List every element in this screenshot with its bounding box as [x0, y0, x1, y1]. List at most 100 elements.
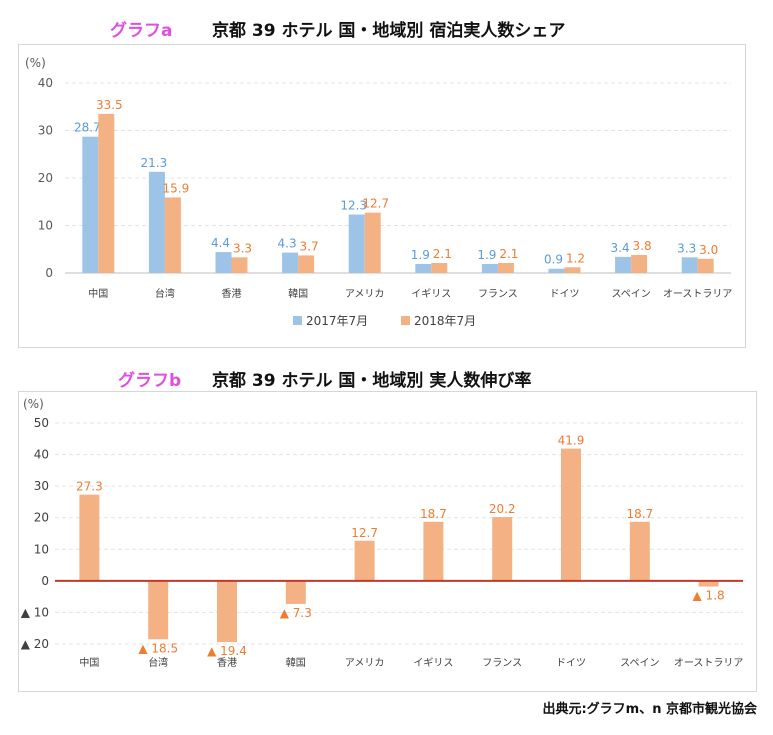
chart-a-y-tick-label: 10 [38, 219, 53, 233]
chart-b-data-label: ▲ 1.8 [693, 589, 725, 603]
chart-a-tag: グラフa [110, 21, 173, 41]
chart-a-category-label: ドイツ [550, 289, 580, 300]
chart-a-data-label: 3.3 [233, 241, 252, 255]
chart-b-bar [492, 517, 513, 581]
chart-b-bar [354, 540, 375, 581]
chart-a-bar-2017 [681, 257, 698, 273]
chart-a-y-tick-label: 40 [38, 76, 53, 90]
chart-b-bar [629, 521, 650, 581]
chart-b-tag: グラフb [118, 371, 182, 391]
chart-b-y-tick-label: 20 [34, 511, 49, 525]
chart-a-data-label: 1.9 [411, 248, 430, 262]
chart-a-bar-2017 [215, 252, 232, 273]
chart-a-category-label: オーストラリア [663, 288, 733, 300]
chart-a-bar-2017 [82, 136, 99, 273]
chart-a-bar-2017 [282, 252, 299, 273]
chart-b-data-label: ▲ 7.3 [280, 606, 312, 620]
chart-a-data-label: 33.5 [96, 98, 123, 112]
chart-b-panel: (%) 50 40 30 20 10 0 ▲ 10 ▲ 20 27.3 中国 ▲ 18.5 台湾 ▲ 19… [18, 391, 757, 692]
chart-b-bar [79, 494, 100, 581]
chart-a-panel: (%) 0 10 20 30 40 28.7 33.5 中国 21.3 15.9 台湾 4.4 3.3 香港… [18, 44, 746, 348]
chart-b-title-row: グラフb 京都 39 ホテル 国・地域別 実人数伸び率 [0, 366, 773, 392]
chart-b-y-tick-label: 40 [34, 448, 49, 462]
chart-b-data-label: 18.7 [626, 507, 653, 521]
chart-b-y-tick-label: 0 [41, 574, 49, 588]
chart-a-bar-2018 [631, 254, 648, 273]
chart-a-category-label: フランス [478, 288, 518, 300]
chart-a-data-label: 3.4 [611, 241, 630, 255]
chart-a-category-label: スペイン [611, 289, 650, 300]
chart-b-category-label: 香港 [217, 657, 237, 669]
chart-a-bar-2017 [548, 268, 565, 273]
chart-a-data-label: 3.0 [699, 243, 718, 257]
chart-b-svg: (%) 50 40 30 20 10 0 ▲ 10 ▲ 20 27.3 中国 ▲ 18.5台湾 ▲ 19… [21, 397, 744, 669]
chart-b-y-tick-label: ▲ 20 [21, 637, 49, 651]
chart-a-data-label: 12.3 [340, 199, 367, 213]
chart-a-bar-2017 [481, 263, 498, 273]
chart-b-category-label: 韓国 [286, 657, 306, 669]
chart-a-legend-swatch-2018 [401, 316, 410, 325]
source-note: 出典元:グラフm、n 京都市観光協会 [542, 702, 757, 717]
chart-a-y-tick-label: 30 [38, 124, 53, 138]
chart-b-category-label: ドイツ [556, 658, 586, 669]
chart-a-bar-2018 [564, 267, 581, 273]
chart-b-data-label: 41.9 [558, 434, 585, 448]
chart-a-title-row: グラフa 京都 39 ホテル 国・地域別 宿泊実人数シェア [0, 16, 773, 42]
chart-a-category-label: 台湾 [155, 287, 175, 300]
chart-a-data-label: 12.7 [362, 197, 389, 211]
chart-a-bar-2017 [348, 214, 365, 273]
chart-b-y-tick-label: 50 [34, 416, 49, 430]
chart-a-data-label: 2.1 [499, 247, 518, 261]
chart-b-y-tick-label: 10 [34, 542, 49, 556]
chart-a-bar-2018 [231, 257, 248, 273]
chart-a-bar-2018 [164, 197, 181, 273]
chart-a-data-label: 4.3 [278, 237, 297, 251]
chart-a-bar-2017 [415, 263, 432, 273]
chart-a-bar-2018 [697, 258, 714, 273]
chart-a-bar-2017 [148, 171, 165, 273]
chart-b-data-label: ▲ 19.4 [207, 644, 247, 658]
chart-b-category-label: アメリカ [345, 657, 385, 669]
chart-a-data-label: 3.3 [677, 241, 696, 255]
chart-a-y-tick-label: 20 [38, 171, 53, 185]
chart-a-data-label: 3.7 [300, 239, 319, 253]
chart-b-bar [561, 448, 581, 581]
chart-b-bar [698, 580, 719, 587]
chart-a-data-label: 0.9 [544, 253, 563, 267]
chart-a-category-label: 韓国 [288, 288, 308, 300]
chart-a-category-label: 中国 [88, 287, 108, 300]
chart-a-bar-2018 [364, 212, 381, 273]
chart-a-title: 京都 39 ホテル 国・地域別 宿泊実人数シェア [212, 21, 566, 41]
chart-b-category-label: スペイン [620, 658, 659, 669]
chart-b-bar [285, 580, 306, 604]
chart-a-data-label: 3.8 [633, 239, 652, 253]
chart-b-data-label: 27.3 [76, 480, 103, 494]
chart-b-data-label: 20.2 [489, 502, 516, 516]
chart-b-data-label: ▲ 18.5 [138, 641, 178, 655]
chart-b-category-label: イギリス [413, 657, 453, 669]
chart-b-data-label: 18.7 [420, 507, 447, 521]
chart-b-bar [217, 580, 237, 643]
chart-a-bar-2018 [431, 263, 448, 273]
chart-a-data-label: 1.9 [477, 248, 496, 262]
chart-a-y-tick-label: 0 [45, 266, 53, 280]
chart-b-category-label: 中国 [79, 656, 99, 669]
chart-b-bar [148, 580, 169, 640]
chart-b-y-unit: (%) [23, 397, 44, 411]
chart-a-data-label: 4.4 [211, 236, 230, 250]
chart-b-y-tick-label: 30 [34, 479, 49, 493]
chart-b-category-label: オーストラリア [674, 657, 744, 669]
chart-a-legend-label: 2017年7月 [306, 314, 368, 328]
chart-b-y-tick-label: ▲ 10 [21, 605, 49, 619]
chart-a-category-label: アメリカ [345, 288, 385, 300]
chart-b-title: 京都 39 ホテル 国・地域別 実人数伸び率 [212, 371, 532, 391]
chart-a-bar-2018 [298, 255, 315, 273]
chart-b-bar [423, 521, 444, 581]
chart-a-bar-2017 [615, 256, 632, 273]
chart-a-data-label: 21.3 [141, 156, 168, 170]
chart-b-category-label: フランス [482, 657, 522, 669]
chart-a-legend-label: 2018年7月 [414, 314, 476, 328]
chart-a-data-label: 28.7 [74, 121, 101, 135]
chart-a-legend-swatch-2017 [293, 316, 302, 325]
chart-a-category-label: 香港 [222, 288, 242, 300]
